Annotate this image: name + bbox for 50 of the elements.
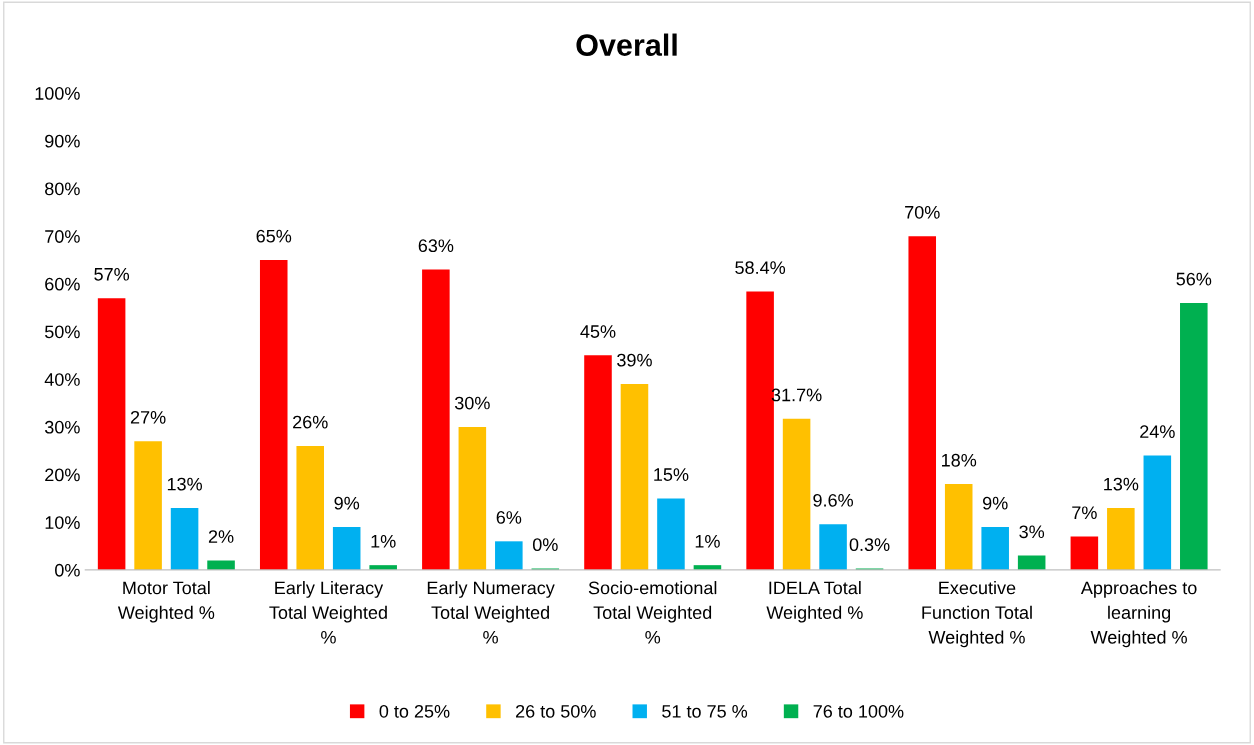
chart-title: Overall [576,33,677,56]
data-label: 1% [371,534,396,548]
y-tick-label: 50% [45,325,80,339]
y-tick-label: 20% [45,468,80,482]
y-tick-label: 0% [55,563,80,577]
data-label: 0% [532,538,558,552]
data-label: 65% [256,229,292,243]
data-label: 27% [130,410,166,424]
data-label: 0.3% [849,538,890,552]
y-tick-label: 80% [45,182,80,196]
y-tick-label: 60% [45,277,80,291]
data-label: 24% [1140,425,1175,438]
y-tick-label: 30% [44,420,80,434]
data-label: 45% [580,325,616,338]
x-tick-label: Executive Function Total Weighted % [922,581,1032,648]
x-tick-label: IDELA Total Weighted % [766,581,863,623]
data-label: 6% [496,511,522,524]
x-tick-label: Early Numeracy Total Weighted % [427,581,555,644]
x-tick-label: Early Literacy Total Weighted % [269,581,387,644]
data-label: 63% [418,239,454,253]
data-label: 9% [982,496,1008,510]
y-tick-label: 100% [35,87,80,100]
y-tick-label: 70% [45,230,80,243]
legend-label: 26 to 50% [516,704,596,718]
data-label: 26% [293,415,328,429]
x-tick-label: Approaches to learning Weighted % [1080,581,1197,648]
legend-label: 76 to 100% [813,704,904,718]
data-label: 57% [94,267,130,281]
data-label: 2% [208,530,234,543]
data-label: 56% [1176,272,1212,286]
x-tick-label: Motor Total Weighted % [117,581,215,623]
y-tick-label: 10% [45,516,80,529]
y-tick-label: 90% [45,134,80,148]
legend-label: 0 to 25% [379,704,450,718]
data-label: 13% [167,477,202,491]
data-label: 7% [1072,506,1097,520]
x-tick-label: Socio-emotional Total Weighted % [588,581,717,644]
data-label: 1% [695,534,720,548]
data-label: 58.4% [735,261,786,275]
legend-label: 51 to 75 % [662,705,748,718]
data-label: 3% [1019,525,1045,539]
data-label: 39% [617,353,652,367]
data-label: 9% [334,496,360,510]
y-tick-label: 40% [44,373,80,386]
data-label: 30% [454,396,490,410]
data-label: 9.6% [813,493,854,507]
data-label: 70% [905,205,940,219]
data-label: 13% [1104,477,1139,491]
data-label: 18% [942,453,977,467]
data-label: 15% [654,468,689,481]
